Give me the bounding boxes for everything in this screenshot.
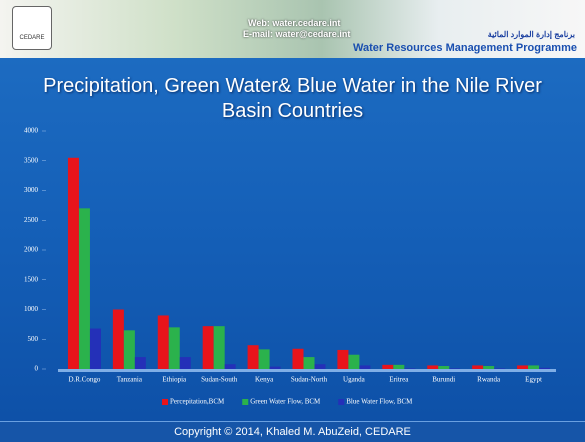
bar [169, 327, 180, 369]
bar [427, 365, 438, 369]
x-tick-label: Burundi [432, 376, 455, 384]
bar [438, 366, 449, 369]
legend-label: Percepitation,BCM [170, 398, 225, 406]
x-tick-label: D.R.Congo [69, 376, 101, 384]
y-tick-label: 1000 [24, 305, 39, 313]
bar [225, 364, 236, 369]
slide: CEDARE Web: water.cedare.int E-mail: wat… [0, 0, 585, 442]
bar [404, 368, 415, 369]
y-tick-label: 4000 [24, 127, 39, 135]
x-tick-label: Sudan-South [201, 376, 238, 384]
footer: Copyright © 2014, Khaled M. AbuZeid, CED… [0, 421, 585, 442]
legend-swatch [242, 399, 248, 405]
bar [113, 310, 124, 370]
y-tick-label: 500 [28, 335, 39, 343]
bar [528, 365, 539, 369]
bar [79, 208, 90, 369]
x-tick-label: Egypt [525, 376, 542, 384]
bar [483, 366, 494, 369]
bar [449, 368, 460, 369]
x-tick-label: Eritrea [389, 376, 409, 384]
bar [472, 365, 483, 369]
x-tick-label: Rwanda [477, 376, 501, 384]
bar [494, 368, 505, 369]
x-tick-label: Tanzania [117, 376, 143, 384]
bar [337, 350, 348, 369]
bar [135, 357, 146, 369]
bar [315, 364, 326, 369]
bar [270, 367, 281, 369]
legend-swatch [338, 399, 344, 405]
legend-label: Blue Water Flow, BCM [346, 398, 413, 406]
chart: 0 500 1000 1500 2000 2500 3000 3500 4000 D.R.Cong… [0, 0, 585, 420]
bar [382, 365, 393, 369]
y-tick-label: 3500 [24, 156, 39, 164]
x-axis [58, 369, 556, 372]
bar [214, 326, 225, 369]
bar [248, 345, 259, 369]
bar [517, 365, 528, 369]
bar [90, 329, 101, 369]
legend-swatch [162, 399, 168, 405]
bar [203, 326, 214, 369]
y-tick-label: 2000 [24, 246, 39, 254]
bar [348, 355, 359, 369]
bar [180, 357, 191, 369]
y-tick-label: 2500 [24, 216, 39, 224]
bar [124, 330, 135, 369]
legend-label: Green Water Flow, BCM [250, 398, 321, 406]
x-tick-label: Kenya [255, 376, 274, 384]
y-tick-label: 1500 [24, 275, 39, 283]
bar [259, 349, 270, 369]
bar [304, 357, 315, 369]
y-tick-label: 3000 [24, 186, 39, 194]
bar [68, 158, 79, 369]
x-tick-label: Ethiopia [162, 376, 187, 384]
bar [359, 365, 370, 369]
bar [293, 349, 304, 369]
bar [158, 315, 169, 369]
bar [539, 368, 550, 369]
x-tick-label: Uganda [343, 376, 366, 384]
bar [393, 365, 404, 369]
y-tick-label: 0 [35, 365, 39, 373]
x-tick-label: Sudan-North [291, 376, 328, 384]
